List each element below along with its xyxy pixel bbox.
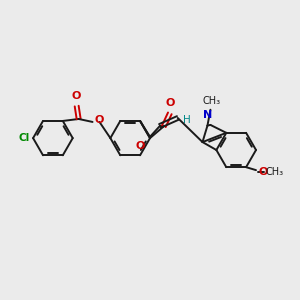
Text: CH₃: CH₃ <box>202 96 220 106</box>
Text: O: O <box>72 91 81 101</box>
Text: H: H <box>183 115 190 125</box>
Text: O: O <box>165 98 175 108</box>
Text: N: N <box>203 110 212 120</box>
Text: O: O <box>136 141 145 151</box>
Text: O: O <box>259 167 268 177</box>
Text: CH₃: CH₃ <box>266 167 284 177</box>
Text: O: O <box>94 115 104 125</box>
Text: Cl: Cl <box>19 133 30 143</box>
